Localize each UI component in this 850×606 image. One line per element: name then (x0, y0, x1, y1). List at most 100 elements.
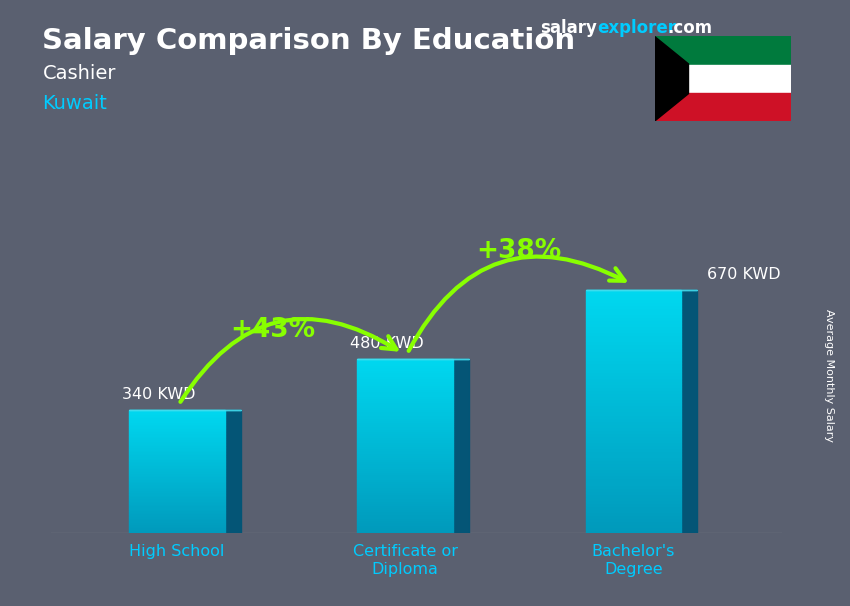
Bar (357, 376, 453, 378)
Bar (357, 487, 453, 490)
Bar (586, 448, 682, 451)
Bar (128, 422, 224, 424)
Text: Average Monthly Salary: Average Monthly Salary (824, 309, 834, 442)
Bar (128, 511, 224, 513)
Bar (357, 387, 453, 389)
Bar (128, 490, 224, 491)
Bar (586, 415, 682, 418)
Bar (128, 513, 224, 514)
Bar (586, 411, 682, 415)
Bar (128, 522, 224, 524)
Bar (586, 451, 682, 454)
Bar (357, 461, 453, 464)
Bar (586, 515, 682, 518)
Bar (586, 433, 682, 436)
Bar (128, 494, 224, 496)
Bar (586, 482, 682, 485)
Bar (586, 323, 682, 326)
Bar (357, 444, 453, 446)
Bar (586, 457, 682, 460)
Polygon shape (224, 410, 241, 533)
Bar (586, 421, 682, 424)
Bar (357, 378, 453, 381)
Bar (128, 416, 224, 418)
Bar (357, 518, 453, 520)
Bar (357, 525, 453, 527)
Bar (586, 314, 682, 317)
Bar (586, 296, 682, 299)
Bar (586, 299, 682, 302)
Bar (654, 93, 790, 121)
Bar (586, 308, 682, 311)
Bar (357, 479, 453, 481)
Bar (357, 385, 453, 387)
Bar (586, 369, 682, 372)
Bar (357, 464, 453, 465)
Bar (586, 332, 682, 335)
Bar (128, 519, 224, 521)
Bar (357, 503, 453, 505)
Bar (586, 445, 682, 448)
Bar (128, 413, 224, 415)
Text: Kuwait: Kuwait (42, 94, 107, 113)
Bar (128, 470, 224, 471)
Bar (128, 528, 224, 530)
Bar (357, 498, 453, 501)
Bar (357, 509, 453, 511)
Bar (586, 460, 682, 463)
Bar (128, 491, 224, 493)
Bar (357, 529, 453, 531)
Bar (357, 459, 453, 461)
Bar (128, 450, 224, 451)
Bar (357, 490, 453, 492)
Bar (357, 359, 453, 361)
Bar (128, 502, 224, 504)
Bar (654, 36, 790, 65)
Bar (128, 524, 224, 525)
Bar (586, 378, 682, 381)
Bar (128, 461, 224, 462)
Bar (357, 476, 453, 479)
Bar (357, 442, 453, 444)
Bar (128, 464, 224, 465)
Polygon shape (453, 359, 469, 533)
Bar (586, 439, 682, 442)
Bar (128, 454, 224, 456)
Bar (586, 372, 682, 375)
Bar (357, 396, 453, 398)
Bar (586, 384, 682, 387)
Bar (357, 492, 453, 494)
Bar (357, 485, 453, 487)
Bar (128, 447, 224, 448)
Text: Salary Comparison By Education: Salary Comparison By Education (42, 27, 575, 55)
Bar (586, 466, 682, 469)
Bar (128, 428, 224, 430)
Bar (357, 501, 453, 503)
Bar (586, 436, 682, 439)
Bar (357, 505, 453, 507)
Bar (128, 507, 224, 508)
Bar (128, 438, 224, 439)
Bar (586, 497, 682, 500)
Bar (586, 338, 682, 341)
Bar (128, 484, 224, 485)
Bar (128, 424, 224, 425)
Bar (357, 448, 453, 450)
Bar (128, 525, 224, 527)
Bar (586, 350, 682, 354)
Bar (586, 335, 682, 338)
Bar (586, 393, 682, 396)
Bar (128, 499, 224, 501)
Bar (357, 398, 453, 400)
Bar (128, 451, 224, 453)
Bar (128, 436, 224, 438)
Bar (357, 433, 453, 435)
Bar (128, 482, 224, 484)
Bar (357, 514, 453, 516)
Bar (357, 474, 453, 476)
Bar (357, 370, 453, 372)
Bar (357, 516, 453, 518)
Bar (586, 360, 682, 363)
Text: +38%: +38% (477, 239, 562, 264)
Bar (586, 500, 682, 503)
